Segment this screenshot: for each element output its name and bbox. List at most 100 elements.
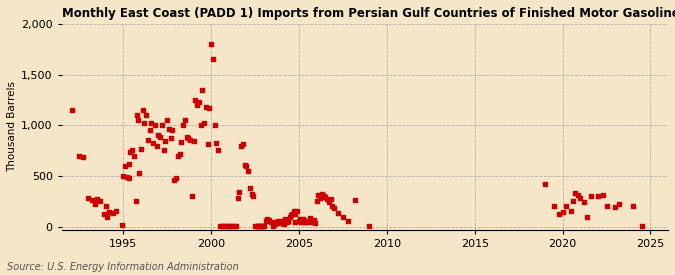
Point xyxy=(227,224,238,229)
Point xyxy=(181,135,192,140)
Point xyxy=(300,219,310,224)
Point xyxy=(297,216,308,221)
Point xyxy=(238,141,248,146)
Point xyxy=(294,216,305,221)
Point xyxy=(136,147,146,151)
Text: Monthly East Coast (PADD 1) Imports from Persian Gulf Countries of Finished Moto: Monthly East Coast (PADD 1) Imports from… xyxy=(62,7,675,20)
Point xyxy=(271,219,281,224)
Point xyxy=(211,140,222,145)
Point xyxy=(256,224,267,229)
Point xyxy=(582,214,593,219)
Point xyxy=(213,147,223,152)
Point xyxy=(558,209,568,214)
Point xyxy=(146,121,157,125)
Point xyxy=(215,224,225,229)
Point xyxy=(197,88,208,92)
Point xyxy=(568,199,578,204)
Point xyxy=(300,218,311,223)
Point xyxy=(327,204,338,209)
Y-axis label: Thousand Barrels: Thousand Barrels xyxy=(7,81,17,172)
Point xyxy=(248,194,259,199)
Point xyxy=(294,218,304,223)
Point xyxy=(67,108,78,112)
Point xyxy=(116,222,127,227)
Point xyxy=(273,218,284,223)
Point xyxy=(124,176,135,180)
Point xyxy=(311,199,322,204)
Point xyxy=(200,105,211,109)
Point xyxy=(160,138,171,143)
Point xyxy=(279,216,290,221)
Point xyxy=(229,224,240,229)
Point xyxy=(251,224,262,229)
Point xyxy=(338,214,348,219)
Point xyxy=(204,106,215,110)
Point xyxy=(206,42,217,46)
Point xyxy=(323,200,334,205)
Point xyxy=(578,200,589,205)
Point xyxy=(119,164,130,168)
Point xyxy=(180,118,190,122)
Point xyxy=(234,190,244,194)
Point xyxy=(253,224,264,229)
Point xyxy=(276,218,287,223)
Point xyxy=(153,133,164,138)
Point xyxy=(225,224,236,229)
Point xyxy=(285,214,296,219)
Point xyxy=(575,196,586,200)
Point xyxy=(139,121,150,125)
Point xyxy=(74,153,85,158)
Point xyxy=(216,224,227,229)
Point xyxy=(561,204,572,209)
Point xyxy=(539,182,550,186)
Point xyxy=(155,135,165,140)
Point xyxy=(364,224,375,229)
Point xyxy=(570,191,580,196)
Point xyxy=(283,218,294,223)
Point xyxy=(92,197,103,202)
Point xyxy=(236,143,246,148)
Point xyxy=(128,153,139,158)
Point xyxy=(140,113,151,117)
Point xyxy=(593,194,603,199)
Point xyxy=(144,128,155,133)
Point xyxy=(610,205,621,210)
Point xyxy=(195,123,206,128)
Point xyxy=(104,209,115,214)
Point xyxy=(614,202,624,207)
Point xyxy=(262,216,273,221)
Point xyxy=(350,198,360,203)
Point xyxy=(130,199,141,204)
Point xyxy=(305,218,316,223)
Point xyxy=(159,147,169,152)
Point xyxy=(325,197,336,202)
Point xyxy=(162,118,173,122)
Point xyxy=(118,174,129,178)
Point xyxy=(281,219,292,224)
Point xyxy=(186,194,197,199)
Text: Source: U.S. Energy Information Administration: Source: U.S. Energy Information Administ… xyxy=(7,262,238,272)
Point xyxy=(246,192,257,196)
Point xyxy=(304,215,315,220)
Point xyxy=(258,224,269,229)
Point xyxy=(188,138,199,143)
Point xyxy=(218,224,229,229)
Point xyxy=(282,218,293,222)
Point xyxy=(306,218,317,223)
Point xyxy=(244,186,255,190)
Point xyxy=(99,211,109,216)
Point xyxy=(86,198,97,203)
Point xyxy=(176,139,187,144)
Point xyxy=(123,162,134,166)
Point xyxy=(190,98,200,102)
Point xyxy=(292,208,302,213)
Point xyxy=(163,127,174,131)
Point xyxy=(269,221,280,226)
Point xyxy=(125,150,136,154)
Point xyxy=(169,178,180,182)
Point xyxy=(548,204,559,209)
Point xyxy=(270,221,281,226)
Point xyxy=(241,164,252,168)
Point xyxy=(148,140,159,145)
Point xyxy=(329,206,340,211)
